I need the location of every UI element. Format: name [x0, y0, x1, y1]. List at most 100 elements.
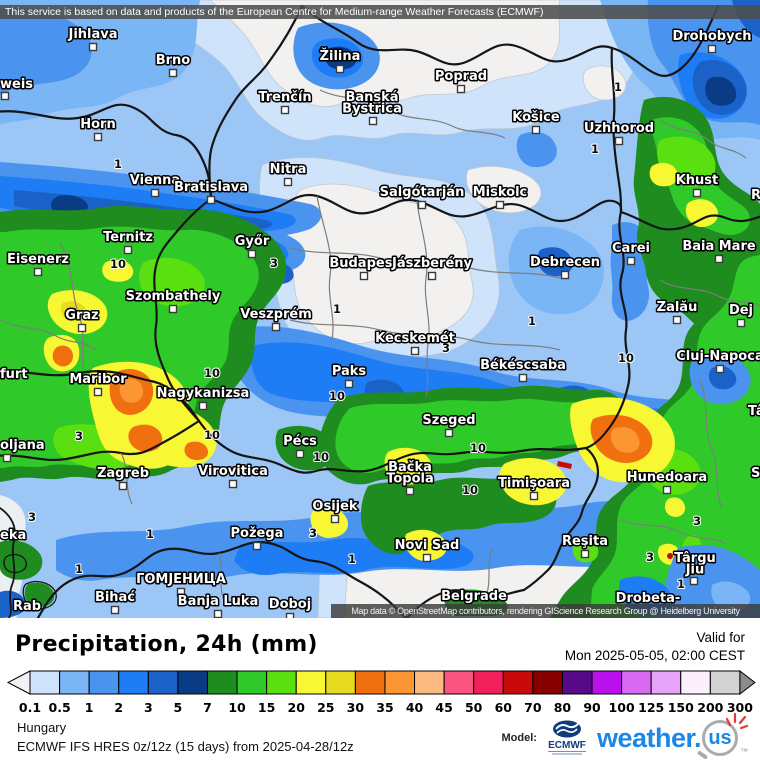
city: Žilina	[318, 47, 362, 74]
city-label: Jászberény	[391, 256, 473, 271]
contour-label: 1	[614, 80, 622, 94]
city-label: Bystrica	[342, 102, 402, 117]
scale-box	[147, 670, 179, 695]
city-label: Graz	[65, 308, 98, 323]
city: Budapest	[328, 255, 400, 281]
city-label: Debrecen	[530, 255, 600, 270]
city-label: Jiu	[685, 563, 705, 578]
contour-label: 10	[110, 257, 126, 271]
weatherus-logo-word: weather.	[596, 722, 702, 753]
scale-box	[650, 670, 682, 695]
city-label: Vienna	[130, 173, 180, 188]
city-marker	[271, 322, 281, 332]
city-marker	[662, 485, 672, 495]
city-marker	[118, 481, 128, 491]
scale-box	[384, 670, 416, 695]
city-label: Požega	[231, 526, 284, 541]
scale-box	[680, 670, 711, 695]
city: Novi Sad	[393, 537, 461, 563]
scale-box	[561, 670, 593, 695]
scale-box	[709, 670, 741, 695]
city: Reşita	[560, 533, 610, 559]
valid-time: Valid for Mon 2025-05-05, 02:00 CEST	[565, 629, 745, 665]
city: Maribor	[68, 371, 129, 397]
city-label: Békéscsaba	[480, 358, 566, 373]
city-label: Poprad	[435, 69, 487, 84]
city: Tâ	[747, 403, 760, 421]
city: Carei	[611, 240, 652, 266]
map-attribution: Map data © OpenStreetMap contributors, r…	[331, 604, 760, 618]
city-label: furt	[0, 367, 28, 382]
city: Rab	[11, 598, 42, 616]
contour-label: 3	[28, 510, 36, 524]
city: Virovitica	[197, 463, 269, 489]
city-label: Horn	[80, 117, 115, 132]
city: Baia Mare	[681, 238, 757, 264]
city-marker	[427, 271, 437, 281]
city-labels-layer: Jihlava Brno Žilina weis Trenčín BanskáBystri…	[0, 26, 760, 618]
city-label: R	[751, 188, 760, 203]
city-label: Doboj	[269, 597, 311, 612]
city-label: Cluj-Napoca	[676, 349, 760, 364]
city-label: weis	[0, 77, 33, 92]
city-label: Maribor	[69, 372, 127, 387]
city-marker	[252, 541, 262, 551]
scale-label: 90	[583, 700, 601, 715]
city-marker	[626, 256, 636, 266]
contour-label: 10	[462, 483, 478, 497]
scale-box	[118, 670, 149, 695]
footer-info: Hungary ECMWF IFS HRES 0z/12z (15 days) …	[17, 718, 354, 756]
city-marker	[168, 304, 178, 314]
contour-label: 1	[591, 142, 599, 156]
city-marker	[531, 125, 541, 135]
valid-label: Valid for	[696, 630, 745, 645]
city-label: Pécs	[283, 434, 317, 449]
city: Szombathely	[124, 288, 222, 314]
city: Brno	[154, 52, 192, 78]
city-label: Banská	[345, 90, 398, 105]
weatherus-logo: weather. us ™	[596, 712, 748, 760]
scale-label: 70	[524, 700, 542, 715]
city-marker	[228, 479, 238, 489]
admin-borders	[0, 89, 760, 601]
contour-label: 3	[646, 550, 654, 564]
ecmwf-logo-text: ECMWF	[548, 740, 586, 751]
city: Szeged	[421, 412, 477, 438]
sparks-icon	[726, 712, 748, 730]
contour-label: 1	[333, 302, 341, 316]
city-marker	[344, 379, 354, 389]
city-label: Szombathely	[126, 289, 221, 304]
city-label: Rab	[13, 599, 41, 614]
precipitation-map: 1 1 1 10 3 1 10 10 3 1 10 3 10 10 3 1 1 3 1 10 10 3 3 1 Jihlava…	[0, 0, 760, 618]
scale-label: 5	[174, 700, 183, 715]
city-marker	[93, 132, 103, 142]
scale-label: 40	[406, 700, 424, 715]
city: Hunedoara	[625, 469, 709, 495]
city-marker	[247, 249, 257, 259]
city: Trenčín	[257, 89, 313, 115]
scale-label: 10	[228, 700, 246, 715]
valid-value: Mon 2025-05-05, 02:00 CEST	[564, 648, 745, 663]
city-label: Drobeta-	[616, 591, 681, 606]
city-label: Košice	[512, 110, 560, 125]
city-marker	[285, 612, 295, 618]
scale-box	[621, 670, 652, 695]
weatherus-logo-us: us	[708, 727, 732, 749]
city: Békéscsaba	[479, 357, 567, 383]
scale-label: 3	[144, 700, 153, 715]
city-marker	[417, 200, 427, 210]
contour-label: 10	[204, 428, 220, 442]
city-label: Trenčín	[258, 90, 311, 105]
city: Požega	[229, 525, 285, 551]
city-label: Reşita	[562, 534, 608, 549]
city-marker	[689, 576, 699, 586]
city-marker	[0, 91, 10, 101]
city: Košice	[511, 109, 561, 135]
city: Pécs	[282, 433, 319, 459]
scale-box	[325, 670, 356, 695]
city-label: Miskolc	[473, 185, 528, 200]
ecmwf-logo: ECMWF	[547, 720, 586, 755]
scale-box	[59, 670, 90, 695]
city-label: Carei	[612, 241, 650, 256]
